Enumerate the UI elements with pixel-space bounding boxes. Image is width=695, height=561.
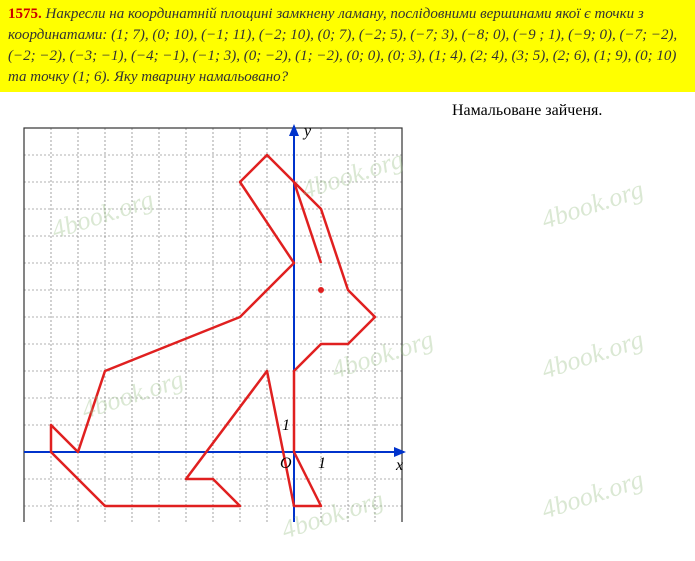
problem-number: 1575. xyxy=(8,6,42,22)
svg-text:O: O xyxy=(280,455,292,472)
svg-text:x: x xyxy=(395,457,403,474)
plot-svg: y x O 1 1 xyxy=(0,92,440,522)
svg-text:y: y xyxy=(302,123,312,140)
problem-body: Накресли на координатній площині замкнен… xyxy=(8,6,677,85)
coordinate-plot: y x O 1 1 xyxy=(0,92,440,522)
svg-text:1: 1 xyxy=(282,417,290,434)
answer-text: Намальоване зайченя. xyxy=(440,92,602,522)
problem-statement: 1575. Накресли на координатній площині з… xyxy=(0,0,695,92)
svg-text:1: 1 xyxy=(318,455,326,472)
content-area: y x O 1 1 Намальоване зайченя. xyxy=(0,92,695,522)
